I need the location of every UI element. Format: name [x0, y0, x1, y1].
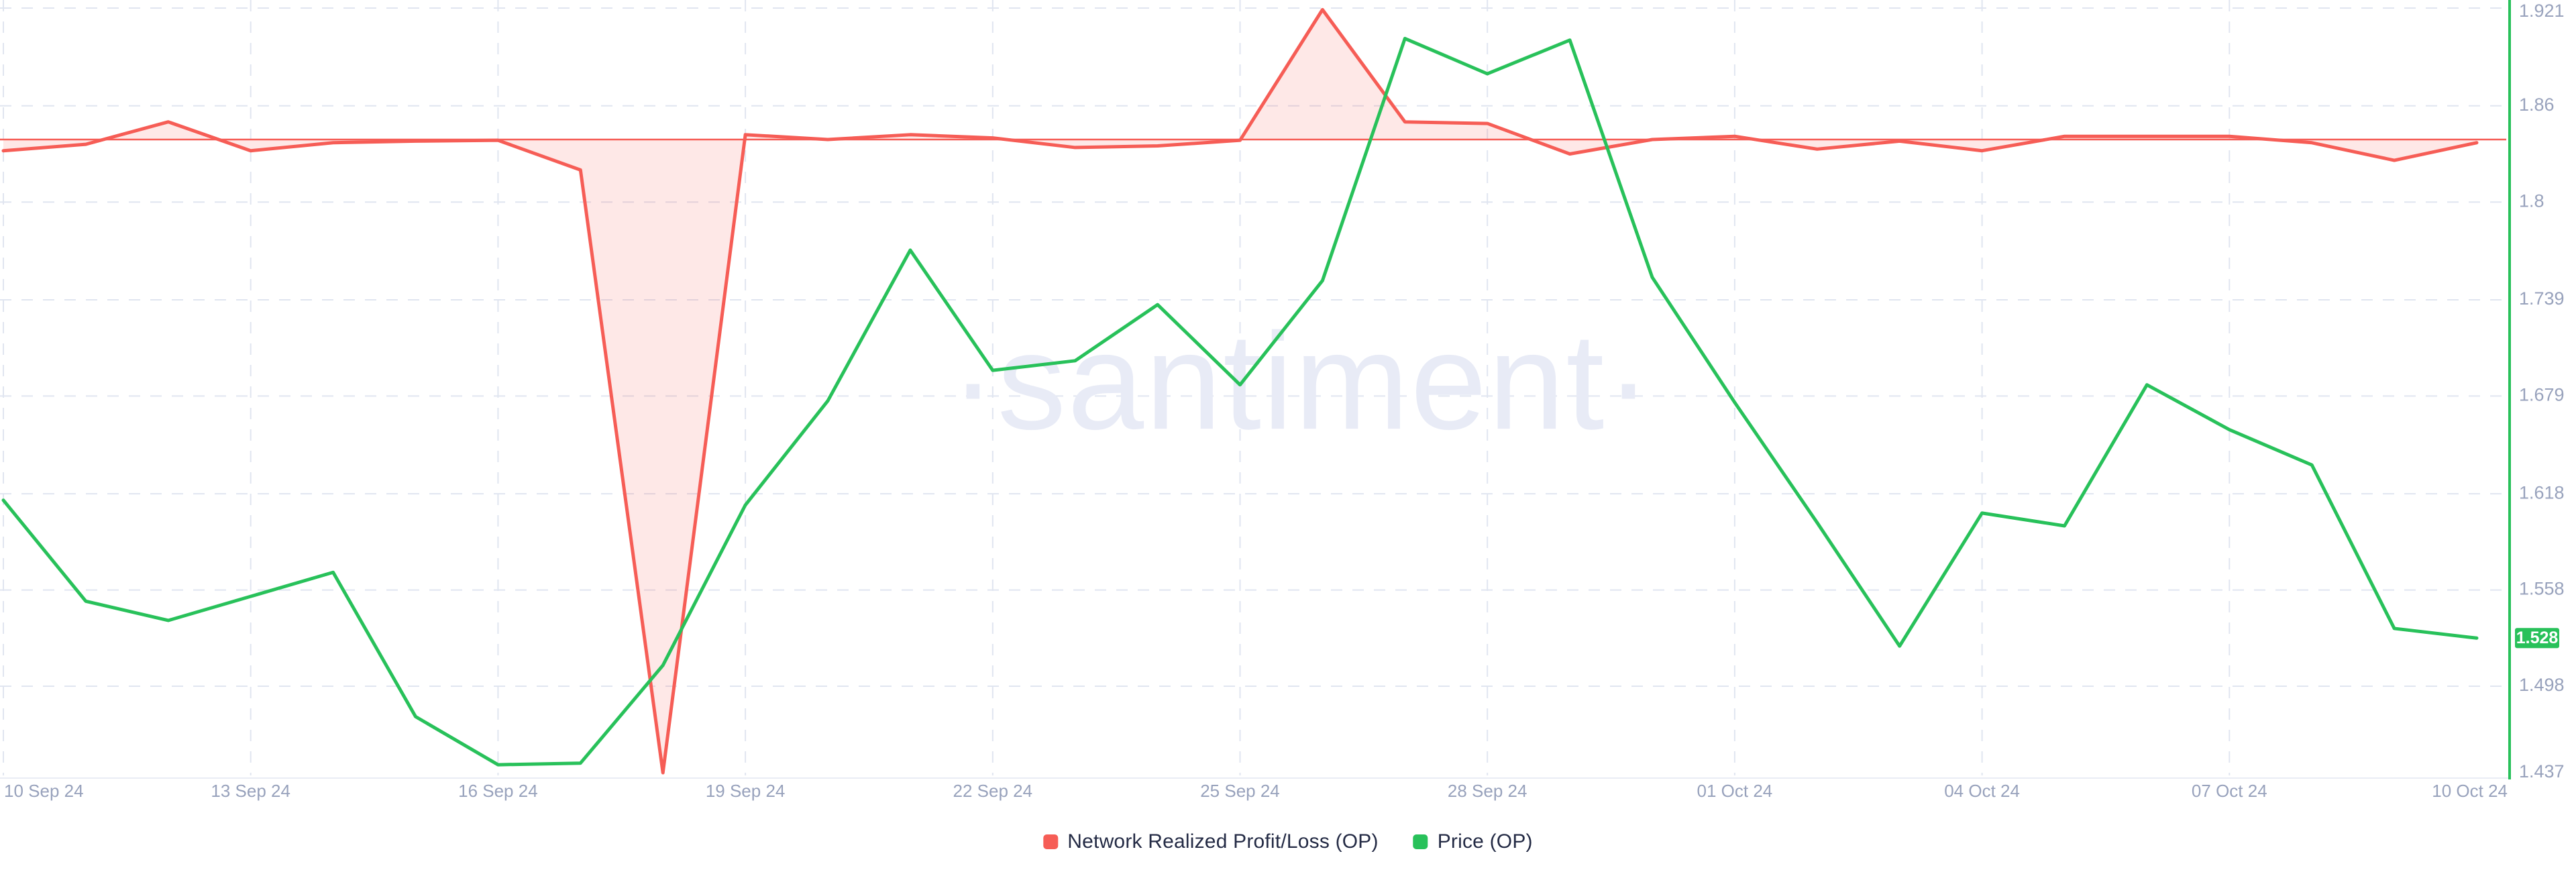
- x-tick-label: 19 Sep 24: [706, 781, 786, 801]
- x-tick-label: 01 Oct 24: [1697, 781, 1773, 801]
- legend-label: Network Realized Profit/Loss (OP): [1067, 830, 1379, 853]
- legend-swatch-green-icon: [1413, 834, 1428, 849]
- x-axis-labels: 10 Sep 24 13 Sep 24 16 Sep 24 19 Sep 24 22 S…: [4, 781, 2508, 801]
- santiment-watermark: ·santiment·: [950, 305, 1652, 458]
- chart-legend: Network Realized Profit/Loss (OP) Price …: [1043, 830, 1533, 853]
- x-tick-label: 10 Sep 24: [4, 781, 84, 801]
- y-tick-label: 1.739: [2519, 288, 2565, 309]
- y-axis-labels: 1.921 1.86 1.8 1.739 1.679 1.618 1.558 1.498 1.4…: [2519, 1, 2565, 781]
- y-tick-label: 1.437: [2519, 761, 2565, 781]
- x-tick-label: 28 Sep 24: [1448, 781, 1527, 801]
- realized-profit-loss-line[interactable]: [1, 7, 2479, 775]
- y-tick-label: 1.558: [2519, 579, 2565, 599]
- last-price-badge-value: 1.528: [2516, 629, 2559, 647]
- x-tick-label: 04 Oct 24: [1944, 781, 2020, 801]
- y-tick-label: 1.8: [2519, 190, 2544, 211]
- x-tick-label: 16 Sep 24: [458, 781, 538, 801]
- realized-profit-loss-fill: [3, 9, 2477, 773]
- legend-swatch-red-icon: [1043, 834, 1059, 849]
- y-tick-label: 1.618: [2519, 482, 2565, 502]
- last-price-badge: [2515, 628, 2559, 649]
- legend-label: Price (OP): [1437, 830, 1533, 853]
- x-tick-label: 25 Sep 24: [1200, 781, 1280, 801]
- y-tick-label: 1.498: [2519, 675, 2565, 695]
- y-tick-label: 1.86: [2519, 95, 2555, 115]
- x-tick-label: 22 Sep 24: [953, 781, 1033, 801]
- legend-item-network-realized-profit-loss[interactable]: Network Realized Profit/Loss (OP): [1043, 830, 1379, 853]
- y-tick-label: 1.679: [2519, 385, 2565, 405]
- x-tick-label: 13 Sep 24: [211, 781, 290, 801]
- legend-item-price[interactable]: Price (OP): [1413, 830, 1533, 853]
- x-tick-label: 07 Oct 24: [2192, 781, 2267, 801]
- price-line[interactable]: [1, 36, 2479, 767]
- gridlines: [0, 0, 2508, 775]
- x-tick-label: 10 Oct 24: [2432, 781, 2508, 801]
- y-tick-label: 1.921: [2519, 1, 2565, 21]
